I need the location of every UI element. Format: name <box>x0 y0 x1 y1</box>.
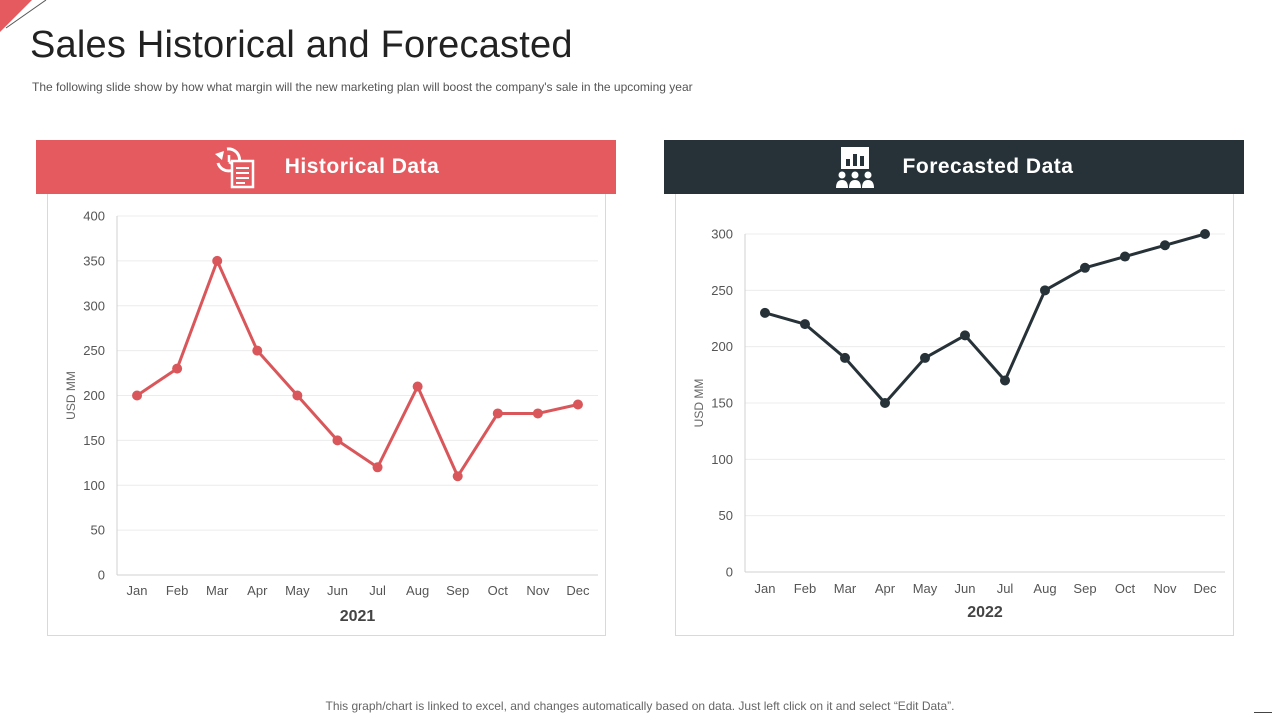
forecasted-line-chart: 0 50 100 150 200 250 300 USD MM Jan Feb Mar Apr May J… <box>692 227 1225 621</box>
historical-x-axis-title: 2021 <box>340 608 376 625</box>
forecasted-x-tick-label: May <box>913 581 938 596</box>
historical-data-point <box>412 381 423 392</box>
historical-y-tick-label: 250 <box>83 343 105 358</box>
forecasted-x-tick-label: Aug <box>1033 581 1056 596</box>
forecasted-header: Forecasted Data <box>664 140 1244 194</box>
historical-x-tick-label: Feb <box>166 583 188 598</box>
historical-y-tick-label: 350 <box>83 253 105 268</box>
historical-chart-box: 0 50 100 150 200 250 300 350 400 USD MM Jan Feb Mar A… <box>47 194 606 636</box>
historical-data-point <box>212 255 223 266</box>
historical-data-point <box>452 471 463 482</box>
historical-y-tick-label: 150 <box>83 433 105 448</box>
historical-x-tick-label: Jan <box>127 583 148 598</box>
forecasted-x-tick-label: Sep <box>1073 581 1096 596</box>
footer-note: This graph/chart is linked to excel, and… <box>325 699 955 713</box>
forecasted-x-tick-label: Mar <box>834 581 857 596</box>
forecasted-x-tick-label: Dec <box>1193 581 1217 596</box>
forecasted-x-tick-label: Apr <box>875 581 896 596</box>
historical-x-tick-label: Apr <box>247 583 268 598</box>
forecasted-y-tick-label: 200 <box>711 339 733 354</box>
forecasted-data-point <box>920 352 930 363</box>
forecasted-data-point <box>760 307 770 318</box>
historical-line-chart: 0 50 100 150 200 250 300 350 400 USD MM Jan Feb Mar A… <box>64 209 598 625</box>
forecasted-y-tick-label: 0 <box>726 565 733 580</box>
forecasted-series-line <box>764 232 1206 405</box>
history-document-icon <box>213 145 257 189</box>
historical-data-point <box>132 390 143 401</box>
historical-x-tick-label: Oct <box>488 583 509 598</box>
page-subtitle: The following slide show by how what mar… <box>32 80 693 94</box>
forecasted-data-point <box>1040 285 1050 296</box>
historical-y-tick-label: 100 <box>83 478 105 493</box>
historical-data-point <box>332 435 343 446</box>
forecasted-chart-box: 0 50 100 150 200 250 300 USD MM Jan Feb Mar Apr May J… <box>675 194 1234 636</box>
forecasted-y-tick-label: 50 <box>719 508 733 523</box>
historical-data-point <box>492 408 503 419</box>
forecasted-data-point <box>1200 229 1210 239</box>
historical-x-tick-label: Aug <box>406 583 429 598</box>
historical-x-tick-label: May <box>285 583 310 598</box>
historical-x-tick-label: Jun <box>327 583 348 598</box>
forecasted-y-tick-label: 300 <box>711 227 733 242</box>
corner-decoration <box>0 0 47 32</box>
corner-line <box>1254 712 1272 713</box>
historical-data-point <box>532 408 543 419</box>
forecasted-y-axis-title: USD MM <box>692 379 706 428</box>
historical-data-point <box>292 390 303 401</box>
forecasted-data-point <box>960 330 970 341</box>
forecasted-y-tick-label: 150 <box>711 396 733 411</box>
forecasted-x-axis-title: 2022 <box>967 604 1003 621</box>
historical-y-axis-title: USD MM <box>64 371 78 420</box>
historical-header-label: Historical Data <box>284 155 440 178</box>
forecasted-data-point <box>1120 251 1130 262</box>
historical-data-point <box>372 462 383 473</box>
forecasted-data-point <box>880 398 890 408</box>
forecasted-x-tick-label: Jul <box>997 581 1014 596</box>
forecasted-x-tick-label: Jun <box>955 581 976 596</box>
historical-x-tick-label: Dec <box>566 583 590 598</box>
forecasted-x-tick-label: Oct <box>1115 581 1136 596</box>
page-title: Sales Historical and Forecasted <box>30 24 573 66</box>
historical-y-tick-label: 400 <box>83 209 105 224</box>
historical-x-tick-label: Jul <box>369 583 386 598</box>
historical-y-tick-label: 200 <box>83 388 105 403</box>
historical-data-point <box>572 399 583 410</box>
forecasted-x-tick-label: Feb <box>794 581 816 596</box>
forecasted-data-point <box>1000 375 1010 386</box>
historical-x-tick-label: Mar <box>206 583 229 598</box>
forecasted-x-tick-label: Nov <box>1153 581 1177 596</box>
historical-data-point <box>252 345 263 356</box>
forecasted-data-point <box>1160 240 1170 251</box>
presentation-audience-icon <box>835 145 875 189</box>
historical-header: Historical Data <box>36 140 616 194</box>
historical-series-line <box>136 259 579 478</box>
historical-y-tick-label: 300 <box>83 298 105 313</box>
forecasted-data-point <box>1080 262 1090 273</box>
historical-y-tick-label: 50 <box>91 523 105 538</box>
historical-x-tick-label: Sep <box>446 583 469 598</box>
forecasted-x-tick-label: Jan <box>755 581 776 596</box>
forecasted-y-tick-label: 250 <box>711 283 733 298</box>
forecasted-data-point <box>800 319 810 330</box>
forecasted-header-label: Forecasted Data <box>902 155 1074 178</box>
forecasted-data-point <box>840 352 850 363</box>
historical-data-point <box>172 363 183 374</box>
forecasted-y-tick-label: 100 <box>711 452 733 467</box>
historical-x-tick-label: Nov <box>526 583 550 598</box>
historical-y-tick-label: 0 <box>98 568 105 583</box>
